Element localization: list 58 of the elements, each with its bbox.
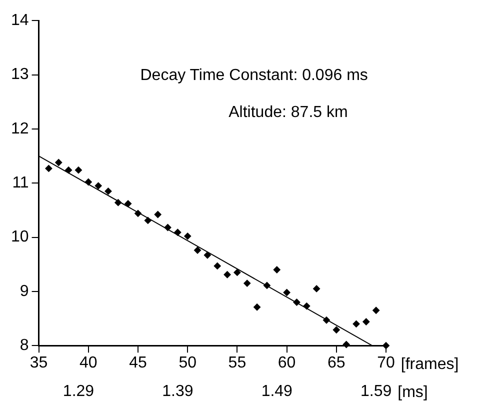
point bbox=[273, 266, 280, 274]
point bbox=[94, 182, 102, 190]
point bbox=[313, 285, 320, 292]
point bbox=[244, 280, 251, 287]
x2-tick-label: 1.59 bbox=[360, 382, 392, 400]
point bbox=[382, 342, 390, 350]
point bbox=[342, 341, 350, 348]
point bbox=[234, 268, 241, 276]
y-tick-label: 12 bbox=[11, 120, 29, 138]
point bbox=[254, 304, 261, 311]
point bbox=[164, 224, 172, 232]
annotation: Decay Time Constant: 0.096 ms bbox=[140, 67, 368, 84]
point bbox=[224, 271, 231, 278]
point bbox=[204, 252, 211, 259]
x-tick-label: 60 bbox=[278, 354, 296, 372]
y-tick-label: 9 bbox=[20, 282, 29, 300]
point bbox=[45, 164, 52, 172]
x-tick-label: 65 bbox=[328, 354, 346, 372]
x2-tick-label: 1.29 bbox=[62, 382, 94, 400]
point bbox=[65, 166, 72, 174]
y-tick-label: 8 bbox=[20, 337, 29, 354]
point bbox=[184, 232, 192, 240]
point bbox=[303, 302, 310, 310]
x2-tick-label: 1.49 bbox=[261, 382, 293, 400]
x-tick-label: 45 bbox=[129, 354, 147, 372]
point bbox=[55, 159, 62, 166]
point bbox=[283, 289, 290, 296]
x2-tick-label: 1.39 bbox=[162, 382, 194, 400]
x-tick-label: 40 bbox=[80, 354, 98, 372]
point bbox=[84, 178, 92, 186]
x-tick-label: 70 bbox=[377, 354, 395, 372]
point bbox=[263, 282, 270, 289]
point bbox=[194, 246, 202, 254]
x2-axis-title: [ms] bbox=[398, 384, 428, 402]
x-tick-label: 35 bbox=[30, 354, 48, 372]
x-tick-label: 50 bbox=[178, 354, 197, 372]
point bbox=[362, 318, 370, 326]
y-tick-label: 11 bbox=[12, 174, 29, 192]
y-tick-label: 10 bbox=[11, 228, 29, 246]
y-tick-label: 14 bbox=[11, 12, 29, 30]
point bbox=[372, 306, 380, 314]
point bbox=[154, 211, 162, 218]
point bbox=[124, 200, 132, 208]
point bbox=[352, 320, 360, 328]
x-axis-title: [frames] bbox=[400, 356, 459, 374]
point bbox=[74, 166, 82, 174]
point bbox=[174, 228, 182, 236]
point bbox=[214, 262, 221, 270]
point bbox=[293, 298, 300, 306]
point bbox=[144, 216, 152, 224]
point bbox=[322, 316, 330, 324]
point bbox=[332, 326, 340, 334]
y-tick-label: 13 bbox=[11, 66, 29, 84]
point bbox=[134, 210, 142, 217]
annotation: Altitude: 87.5 km bbox=[228, 104, 348, 122]
point bbox=[104, 188, 112, 195]
point bbox=[114, 199, 122, 206]
x-tick-label: 55 bbox=[228, 354, 246, 372]
